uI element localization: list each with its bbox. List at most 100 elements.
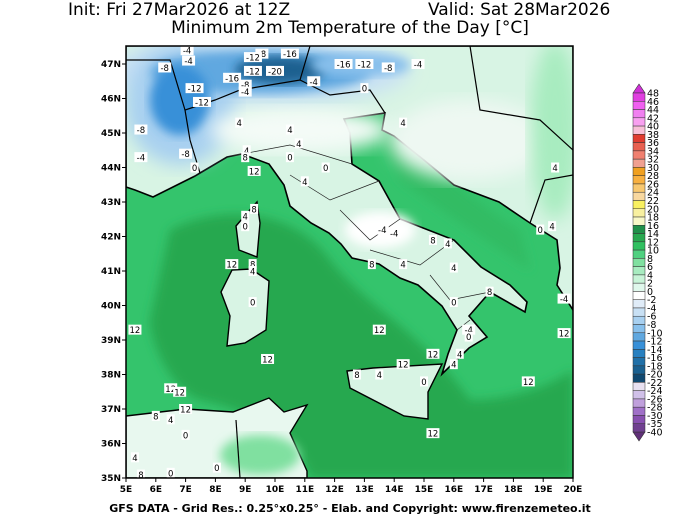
colorbar-label: 16 — [647, 221, 659, 232]
colorbar-swatch — [632, 282, 646, 292]
contour-label: 0 — [166, 467, 175, 478]
contour-label: 4 — [248, 266, 257, 278]
contour-label-text: 12 — [523, 378, 534, 388]
contour-label: 8 — [352, 369, 361, 381]
country-borders — [126, 46, 573, 478]
lat-tick-label: 44N — [101, 164, 121, 174]
contour-label-text: -8 — [160, 64, 168, 74]
colorbar-swatch — [632, 208, 646, 218]
contour-label: -4 — [307, 76, 321, 88]
contour-label: 0 — [248, 297, 257, 309]
contour-label-text: 4 — [451, 264, 456, 274]
lat-tick-label: 36N — [101, 440, 121, 450]
contour-label: -16 — [334, 59, 353, 71]
colorbar-label: 8 — [647, 254, 653, 265]
contour-label: 0 — [190, 162, 199, 174]
colorbar-max-arrow — [632, 83, 646, 94]
lon-tick-label: 19E — [534, 485, 553, 495]
colorbar-swatch — [632, 299, 646, 309]
colorbar-swatch — [632, 216, 646, 226]
contour-label-text: 8 — [242, 154, 247, 164]
contour-label-text: -4 — [137, 154, 145, 164]
contour-label-text: 0 — [192, 164, 197, 174]
contour-label: 4 — [294, 138, 303, 150]
contour-label-text: 4 — [132, 454, 137, 464]
colorbar-swatch — [632, 150, 646, 160]
north-africa-warm-area — [220, 435, 300, 475]
contour-label: -8 — [381, 62, 395, 74]
contour-label: 8 — [248, 259, 257, 271]
contour-label: -8 — [179, 148, 193, 160]
contour-label: -4 — [238, 86, 252, 98]
lon-tick-label: 6E — [150, 485, 162, 495]
contour-label-text: 4 — [445, 240, 450, 250]
contour-label: 4 — [455, 348, 464, 360]
contour-label: 4 — [399, 259, 408, 271]
colorbar-label: -35 — [647, 419, 663, 430]
contour-label-text: -4 — [414, 61, 422, 71]
colorbar-swatch — [632, 349, 646, 358]
contour-label: -12 — [243, 52, 262, 64]
contour-label-text: 0 — [323, 164, 328, 174]
contour-label-text: -20 — [268, 67, 282, 77]
contour-label: -12 — [185, 83, 204, 95]
contour-label: 12 — [396, 359, 410, 371]
contour-label: -4 — [375, 224, 389, 236]
lon-tick-label: 5E — [120, 485, 132, 495]
contour-label-text: -12 — [246, 67, 260, 77]
colorbar-swatch — [632, 175, 646, 185]
contour-label-text: 0 — [287, 154, 292, 164]
colorbar-swatch — [632, 307, 646, 317]
valid-time: Valid: Sat 28Mar2026 — [428, 0, 611, 20]
contour-label-text: -4 — [309, 78, 317, 88]
contour-label-text: 4 — [287, 126, 292, 136]
contour-label-text: -8 — [241, 81, 249, 91]
contour-label-text: -4 — [464, 326, 472, 336]
lat-tick-label: 47N — [101, 60, 121, 70]
init-time: Init: Fri 27Mar2026 at 12Z — [68, 0, 291, 20]
colorbar-swatch — [632, 274, 646, 284]
colorbar-label: 44 — [647, 105, 659, 116]
contour-label: 0 — [285, 152, 294, 164]
land-sicily — [346, 363, 444, 420]
colorbar-swatch — [632, 200, 646, 210]
land-sardinia — [220, 268, 270, 347]
colorbar-swatch — [632, 249, 646, 259]
colorbar-swatch — [632, 125, 646, 135]
colorbar-label: 4 — [647, 270, 653, 281]
colorbar-label: 38 — [647, 130, 659, 141]
colorbar-swatch — [632, 266, 646, 276]
lon-tick-label: 15E — [415, 485, 434, 495]
colorbar-label: 14 — [647, 229, 659, 240]
contour-label: 8 — [151, 410, 160, 422]
lat-tick-label: 43N — [101, 198, 121, 208]
contour-label-text: 4 — [552, 164, 557, 174]
colorbar-swatch — [632, 142, 646, 152]
contour-label-text: 12 — [165, 385, 176, 395]
colorbar-swatch — [632, 92, 646, 102]
colorbar-swatch — [632, 373, 646, 383]
colorbar-swatch — [632, 324, 646, 334]
colorbar-label: -40 — [647, 428, 663, 439]
colorbar-label: 34 — [647, 146, 659, 157]
contour-label-text: 4 — [457, 350, 462, 360]
contour-label-text: 12 — [374, 326, 385, 336]
contour-label: 4 — [375, 369, 384, 381]
colorbar-label: -2 — [647, 295, 656, 306]
contour-label-text: 8 — [251, 205, 256, 215]
contour-label: 0 — [181, 429, 190, 441]
contour-label-text: 12 — [130, 326, 141, 336]
colorbar-label: -26 — [647, 394, 663, 405]
map-frame — [125, 45, 574, 479]
contour-label: 4 — [130, 452, 139, 464]
colorbar-swatch — [632, 365, 646, 375]
lat-tick-label: 45N — [101, 129, 121, 139]
contour-label: 8 — [136, 469, 145, 478]
contour-label: 4 — [285, 124, 294, 136]
colorbar-swatch — [632, 158, 646, 168]
colorbar-label: 46 — [647, 97, 659, 108]
colorbar-label: -20 — [647, 370, 663, 381]
colorbar-label: -22 — [647, 378, 663, 389]
temperature-map: -4-8-12-16-8-4-12-20-16-12-8-4-12-4-16-1… — [101, 45, 663, 495]
contour-label: 8 — [485, 286, 494, 298]
